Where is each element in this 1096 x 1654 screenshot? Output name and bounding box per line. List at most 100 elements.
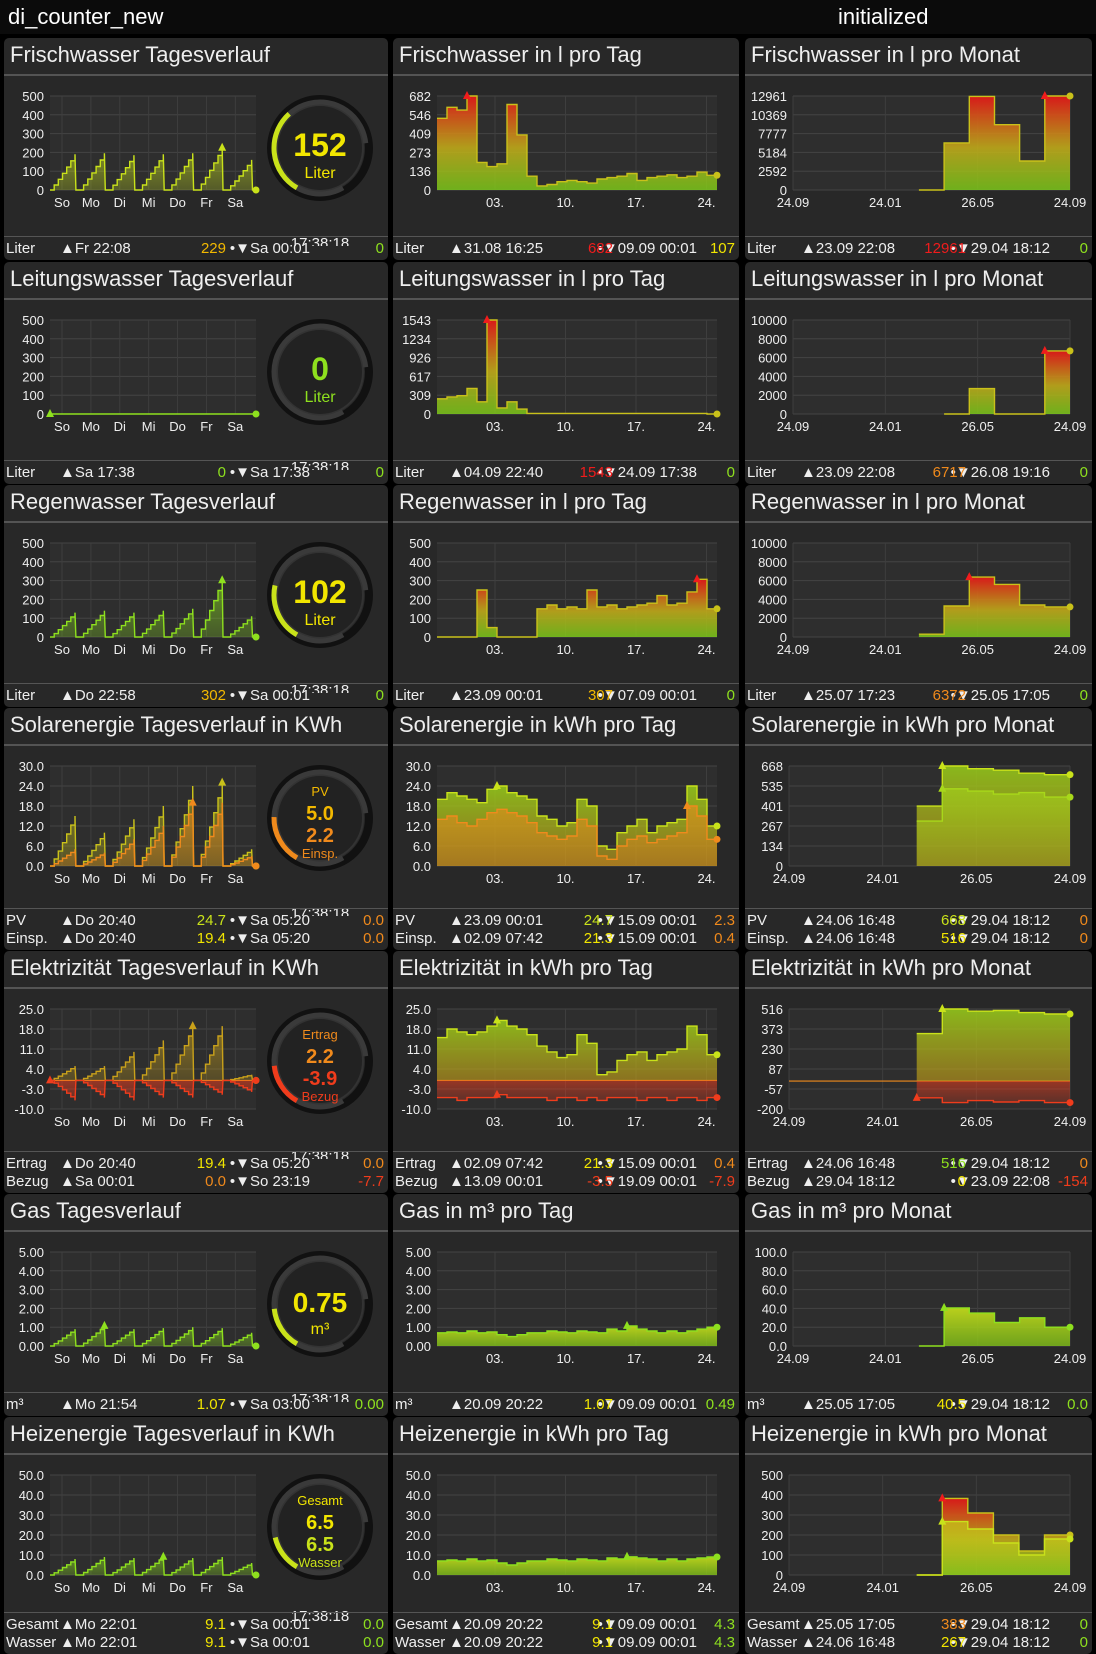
series-line xyxy=(916,788,1070,822)
y-tick-label: 40.0 xyxy=(762,1301,787,1316)
x-tick-label: Mi xyxy=(142,419,156,434)
y-tick-label: 0 xyxy=(780,630,787,645)
footer-max-time: ▲29.04 18:12 xyxy=(801,1173,896,1190)
title-separator xyxy=(393,74,739,76)
footer-current-value: 0.0 xyxy=(1067,1396,1088,1413)
max-marker xyxy=(940,1302,949,1311)
y-tick-label: 25.0 xyxy=(406,1002,431,1017)
title-separator xyxy=(745,744,1092,746)
y-tick-label: -200 xyxy=(757,1102,783,1117)
panel-monat: Heizenergie in kWh pro Monat 500 400 300 200… xyxy=(745,1417,1092,1654)
max-marker xyxy=(218,142,227,151)
y-tick-label: 11.0 xyxy=(407,1042,431,1057)
y-tick-label: 2000 xyxy=(758,611,787,626)
max-marker xyxy=(218,777,227,786)
series-line xyxy=(437,785,717,850)
current-point xyxy=(1066,1323,1074,1331)
connection-status: initialized xyxy=(838,4,929,29)
footer-max-time: ▲Mo 22:01 xyxy=(60,1634,138,1651)
footer-current-value: 0.0 xyxy=(363,1634,384,1651)
footer-label: m³ xyxy=(747,1396,765,1413)
y-tick-label: 18.0 xyxy=(19,799,44,814)
current-point xyxy=(1066,1535,1074,1543)
panel-monat: Regenwasser in l pro Monat 10000 8000 6000 4… xyxy=(745,485,1092,707)
title-separator xyxy=(393,521,739,523)
y-tick-label: 617 xyxy=(409,369,431,384)
panel-day: Elektrizität Tagesverlauf in KWh 25.0 18.0… xyxy=(4,951,388,1193)
footer-min-time: •▼Sa 03:00 xyxy=(229,1396,310,1413)
footer-max-value: -3.5 xyxy=(587,1173,613,1190)
series-line xyxy=(437,1094,717,1102)
panel-tag: Gas in m³ pro Tag 5.00 4.00 3.00 2.00 1.00 0.0… xyxy=(393,1194,739,1416)
panel-title: Frischwasser Tagesverlauf xyxy=(10,42,271,67)
footer-label: Liter xyxy=(395,464,425,481)
series-line xyxy=(916,1520,1070,1576)
x-tick-label: Fr xyxy=(200,1580,213,1595)
footer-separator xyxy=(4,1612,388,1613)
gauge-unit: Liter xyxy=(304,165,336,182)
y-tick-label: 200 xyxy=(22,145,44,160)
footer-max-value: 516 xyxy=(940,1155,966,1172)
footer-current-value: 0.0 xyxy=(363,1155,384,1172)
x-tick-label: 03. xyxy=(486,195,504,210)
max-marker xyxy=(938,1516,947,1525)
y-tick-label: 535 xyxy=(761,779,783,794)
y-tick-label: 0 xyxy=(424,630,431,645)
x-tick-label: 24.09 xyxy=(777,642,810,657)
current-point xyxy=(1066,347,1074,355)
footer-label: Ertrag xyxy=(6,1155,47,1172)
x-tick-label: Mi xyxy=(142,871,156,886)
x-tick-label: 24.09 xyxy=(773,871,806,886)
y-tick-label: 273 xyxy=(409,145,431,160)
footer-current-value: 0 xyxy=(375,687,384,704)
footer-min-time: •▼15.09 00:01 xyxy=(597,912,697,929)
footer-max-time: ▲25.05 17:05 xyxy=(801,1616,896,1633)
footer-max-value: 668 xyxy=(940,912,966,929)
y-tick-label: 50.0 xyxy=(19,1468,44,1483)
footer-current-value: 107 xyxy=(709,240,735,257)
y-tick-label: -3.0 xyxy=(22,1082,44,1097)
footer-max-time: ▲13.09 00:01 xyxy=(449,1173,544,1190)
footer-label: m³ xyxy=(395,1396,413,1413)
footer-current-value: 0.0 xyxy=(363,930,384,947)
footer-max-time: ▲24.06 16:48 xyxy=(801,930,896,947)
series-area xyxy=(50,782,256,866)
gauge-time: 17:38:18 xyxy=(291,1391,349,1402)
panel-day: Regenwasser Tagesverlauf 500 400 300 200 100 0… xyxy=(4,485,388,707)
footer-max-value: 229 xyxy=(200,240,226,257)
y-tick-label: 12961 xyxy=(751,89,787,104)
max-marker xyxy=(938,1004,947,1012)
footer-max-value: 24.7 xyxy=(196,912,226,929)
footer-max-time: ▲23.09 00:01 xyxy=(449,912,544,929)
chart: 50.0 40.0 30.0 20.0 10.0 0.0 03. 10. 17. 24. xyxy=(406,1468,721,1595)
y-tick-label: 4.0 xyxy=(413,1062,431,1077)
footer-current-value: -154 xyxy=(1057,1173,1088,1190)
footer-max-time: ▲23.09 00:01 xyxy=(449,687,544,704)
y-tick-label: 400 xyxy=(761,1488,783,1503)
panel-title: Solarenergie Tagesverlauf in KWh xyxy=(10,712,343,737)
max-marker xyxy=(493,1015,501,1024)
footer-separator xyxy=(4,1151,388,1152)
x-tick-label: 24.09 xyxy=(777,1351,810,1366)
gauge-bottom-label: Bezug xyxy=(302,1089,339,1104)
panel-title: Regenwasser Tagesverlauf xyxy=(10,489,275,514)
x-tick-label: 10. xyxy=(556,195,574,210)
y-tick-label: 0.0 xyxy=(413,859,431,874)
footer-label: Liter xyxy=(395,240,425,257)
x-tick-label: Do xyxy=(169,1351,186,1366)
y-tick-label: 0 xyxy=(776,1568,783,1583)
y-tick-label: 300 xyxy=(761,1508,783,1523)
footer-label: Gesamt xyxy=(747,1616,800,1633)
series-area xyxy=(50,1026,256,1081)
x-tick-label: Mi xyxy=(142,1114,156,1129)
series-area xyxy=(918,96,1070,190)
x-tick-label: 26.05 xyxy=(960,871,993,886)
y-tick-label: 10000 xyxy=(751,313,787,328)
panel-day: Gas Tagesverlauf 5.00 4.00 3.00 2.00 1.00 0.00… xyxy=(4,1194,388,1416)
footer-max-time: ▲Fr 22:08 xyxy=(60,240,131,257)
footer-separator xyxy=(4,683,388,684)
x-tick-label: So xyxy=(54,871,70,886)
y-tick-label: 0.0 xyxy=(26,859,44,874)
